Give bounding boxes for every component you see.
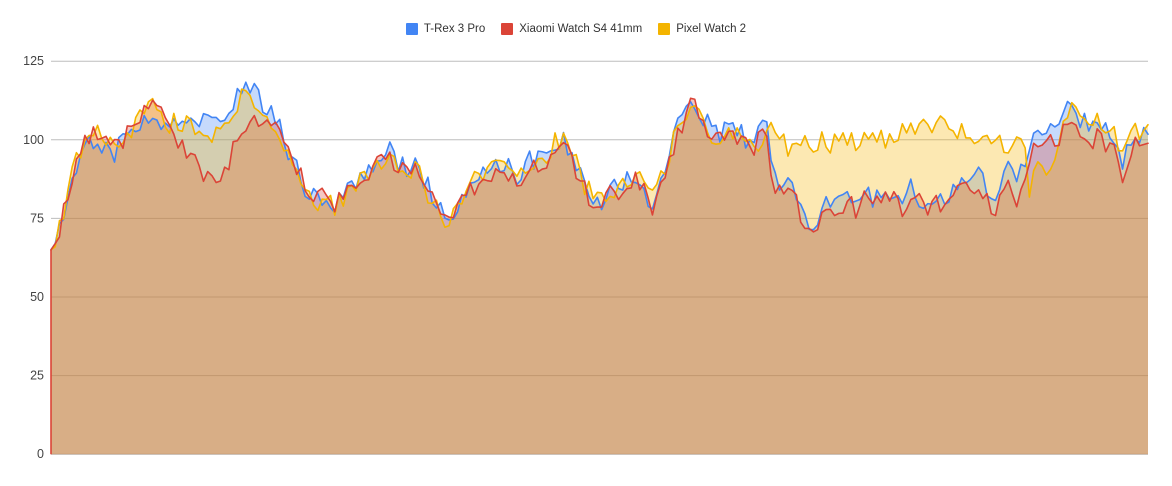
- svg-text:0: 0: [37, 447, 44, 461]
- svg-text:25: 25: [30, 369, 44, 383]
- svg-text:125: 125: [23, 54, 44, 68]
- svg-text:100: 100: [23, 133, 44, 147]
- svg-text:50: 50: [30, 290, 44, 304]
- svg-text:75: 75: [30, 211, 44, 225]
